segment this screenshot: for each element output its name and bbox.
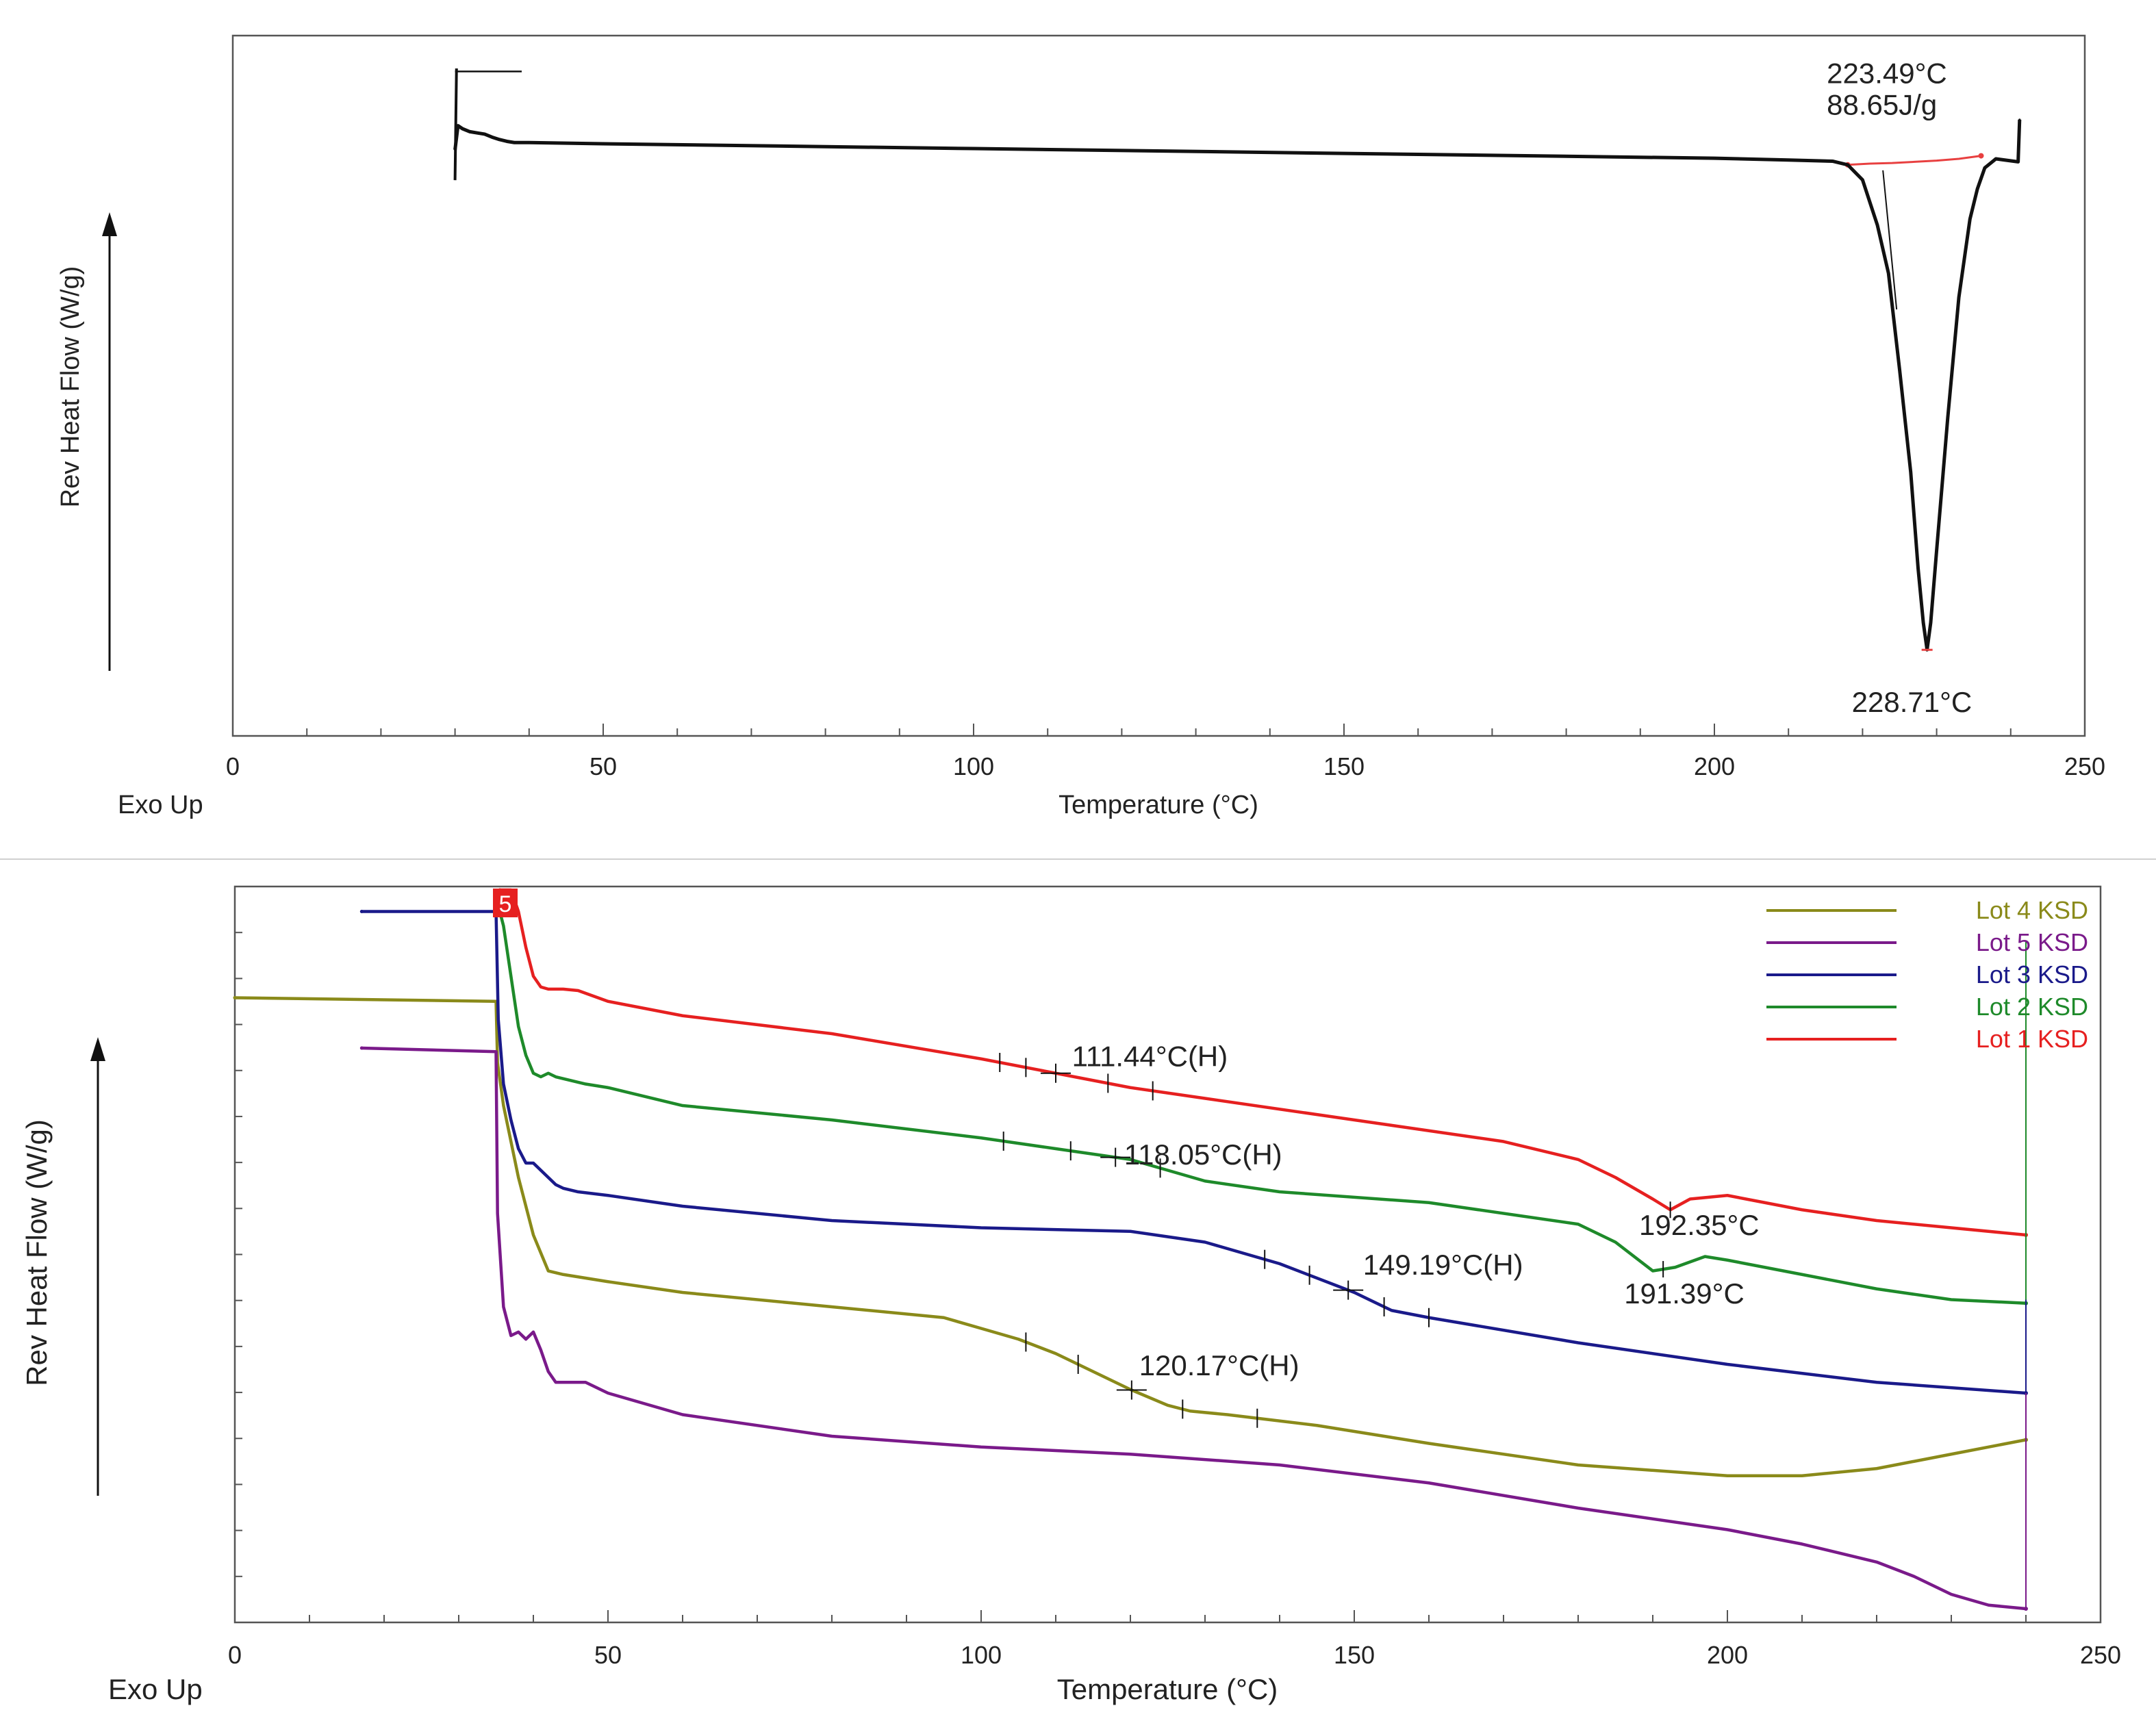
data-point	[461, 127, 464, 130]
top-chart: 0 50 100 150 200 250 Temperature (°C) Ex…	[56, 34, 2105, 819]
data-point	[1994, 157, 1997, 160]
run-marker-box	[493, 889, 518, 917]
top-y-axis-title: Rev Heat Flow (W/g)	[56, 266, 85, 508]
lot4-tg-annotation: 120.17°C(H)	[1139, 1349, 1299, 1381]
series-start-point	[233, 996, 237, 999]
data-point	[1976, 188, 1979, 190]
lot2-tg-annotation: 118.05°C(H)	[1124, 1138, 1282, 1171]
top-tick-label: 100	[953, 752, 994, 780]
data-point	[1831, 160, 1834, 163]
lot1-peak-annotation: 192.35°C	[1639, 1209, 1760, 1241]
legend-label: Lot 1 KSD	[1976, 1025, 2088, 1053]
bottom-annotations: 111.44°C(H) 118.05°C(H) 192.35°C 149.19°…	[1072, 1040, 1760, 1381]
initial-step-line	[453, 68, 458, 181]
series-line-0	[234, 996, 2027, 1477]
bottom-x-tick-labels: 0 50 100 150 200 250	[228, 1641, 2121, 1669]
bottom-exo-up-arrowhead	[90, 1037, 105, 1061]
baseline-end-point	[1978, 153, 1984, 159]
bottom-chart: 0 50 100 150 200 250 Temperature (°C) Ex…	[21, 885, 2121, 1705]
bottom-axis-ticks	[234, 932, 2101, 1622]
data-point	[1887, 272, 1890, 275]
integration-baseline	[1847, 155, 1981, 166]
data-point	[513, 141, 516, 144]
top-x-axis-title: Temperature (°C)	[1058, 791, 1258, 819]
bottom-tick-label: 100	[961, 1641, 1002, 1669]
bottom-y-axis-title: Rev Heat Flow (W/g)	[21, 1119, 53, 1386]
series-line-1	[362, 1046, 2027, 1611]
top-annotations: 223.49°C 88.65J/g 228.71°C	[1827, 58, 1972, 718]
top-tick-label: 150	[1323, 752, 1365, 780]
lot3-tg-annotation: 149.19°C(H)	[1363, 1249, 1523, 1281]
data-point	[1876, 224, 1879, 227]
onset-leader-line	[1882, 170, 1898, 310]
legend-label: Lot 3 KSD	[1976, 960, 2088, 989]
bottom-plot-area	[233, 888, 2028, 1611]
data-point	[1991, 160, 1994, 163]
data-point	[457, 125, 459, 127]
lot1-tg-annotation: 111.44°C(H)	[1072, 1040, 1228, 1072]
legend-label: Lot 5 KSD	[1976, 928, 2088, 956]
data-point	[1847, 164, 1849, 166]
data-point	[468, 130, 471, 133]
top-tick-label: 200	[1694, 752, 1735, 780]
onset-temp-annotation: 223.49°C	[1827, 58, 1947, 90]
bottom-exo-up-label: Exo Up	[108, 1673, 203, 1705]
data-point	[476, 131, 479, 134]
peak-temp-annotation: 228.71°C	[1852, 686, 1973, 718]
top-tick-label: 50	[589, 752, 617, 780]
lot2-peak-annotation: 191.39°C	[1624, 1277, 1745, 1310]
data-point	[972, 147, 975, 150]
data-point	[1713, 157, 1716, 160]
data-point	[1899, 368, 1901, 371]
enthalpy-annotation: 88.65J/g	[1827, 89, 1937, 121]
data-point	[1343, 152, 1345, 155]
data-point	[2017, 160, 2020, 163]
bottom-tick-label: 0	[228, 1641, 242, 1669]
top-exo-up-arrowhead	[102, 212, 117, 236]
data-point	[1946, 416, 1949, 419]
data-point	[1929, 622, 1932, 624]
data-point	[1968, 218, 1971, 220]
data-point	[505, 140, 508, 142]
bottom-tick-label: 200	[1707, 1641, 1748, 1669]
top-tick-label: 0	[226, 752, 240, 780]
series-line-4	[499, 888, 2027, 1237]
series-line-3	[498, 910, 2027, 1305]
top-plot-area	[453, 68, 2022, 652]
data-point	[1917, 567, 1920, 570]
data-point	[1910, 471, 1912, 474]
bottom-tick-label: 50	[594, 1641, 622, 1669]
data-point	[1957, 296, 1960, 298]
data-point	[491, 136, 494, 138]
data-point	[1787, 159, 1790, 162]
bottom-plot-frame	[233, 885, 2102, 1624]
series-start-point	[359, 1046, 364, 1050]
bottom-x-axis-title: Temperature (°C)	[1057, 1673, 1278, 1705]
series-line-2	[362, 910, 2027, 1395]
run-marker: 5	[493, 889, 518, 917]
legend-label: Lot 2 KSD	[1976, 993, 2088, 1021]
top-exo-up-label: Exo Up	[118, 791, 203, 819]
top-x-tick-labels: 0 50 100 150 200 250	[226, 752, 2105, 780]
data-point	[498, 138, 501, 141]
bottom-tick-label: 150	[1334, 1641, 1375, 1669]
data-point	[602, 142, 605, 145]
run-marker-label: 5	[499, 891, 512, 917]
bottom-tick-label: 250	[2080, 1641, 2121, 1669]
data-point	[2018, 118, 2021, 121]
data-point	[1861, 179, 1864, 181]
data-point	[454, 149, 457, 151]
data-point	[1983, 166, 1986, 169]
series-start-point	[359, 910, 364, 913]
legend-label: Lot 4 KSD	[1976, 896, 2088, 924]
data-point	[1922, 622, 1925, 624]
data-point	[483, 133, 486, 136]
top-x-ticks	[232, 724, 2085, 736]
top-tick-label: 250	[2064, 752, 2105, 780]
data-point	[528, 141, 531, 144]
data-point	[1936, 549, 1938, 552]
legend: Lot 4 KSD Lot 5 KSD Lot 3 KSD Lot 2 KSD …	[1766, 896, 2088, 1053]
